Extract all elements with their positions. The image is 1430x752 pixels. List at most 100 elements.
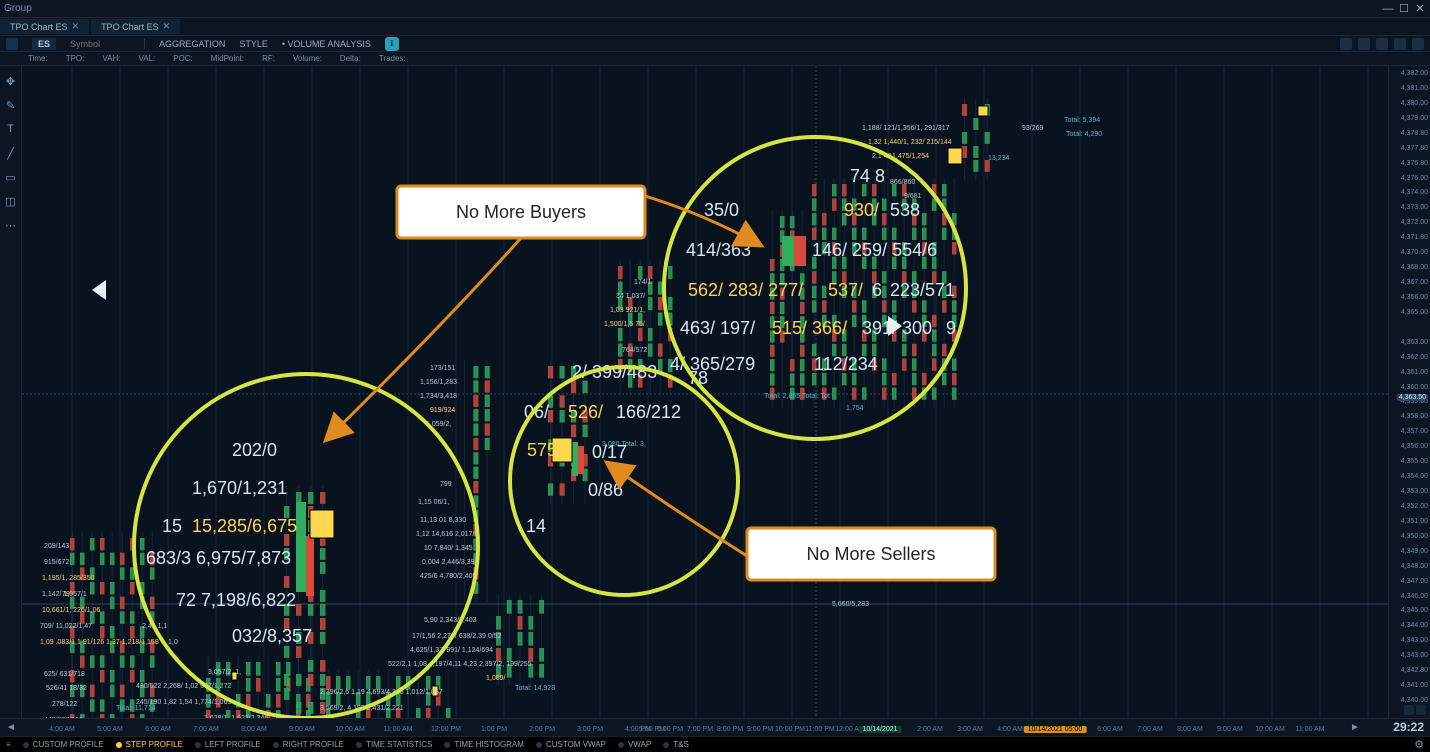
ribbon-tool-3[interactable] bbox=[1376, 38, 1388, 50]
time-tick: 10:00 PM bbox=[775, 726, 805, 733]
time-tick: 2:00 PM bbox=[529, 726, 555, 733]
nav-zoom-in[interactable] bbox=[1416, 705, 1426, 715]
time-tick: 8:00 AM bbox=[1177, 726, 1203, 733]
nav-zoom-out[interactable] bbox=[1404, 705, 1414, 715]
ribbon-volume-analysis[interactable]: • VOLUME ANALYSIS bbox=[282, 39, 371, 49]
time-axis[interactable]: ◄ 4:00 AM5:00 AM6:00 AM7:00 AM8:00 AM9:0… bbox=[0, 718, 1430, 736]
close-icon[interactable]: ✕ bbox=[163, 21, 171, 32]
ribbon-style[interactable]: STYLE bbox=[239, 39, 268, 49]
window-close[interactable]: ✕ bbox=[1414, 3, 1426, 15]
svg-text:1,32 1,440/1, 232/ 215/144: 1,32 1,440/1, 232/ 215/144 bbox=[868, 139, 952, 146]
tab-label: TPO Chart ES bbox=[101, 22, 159, 32]
window-maximize[interactable]: ☐ bbox=[1398, 3, 1410, 15]
svg-text:526/41 18/32: 526/41 18/32 bbox=[46, 685, 87, 692]
svg-text:538: 538 bbox=[890, 200, 920, 220]
info-icon[interactable]: i bbox=[385, 37, 399, 51]
time-tick: 11:00 AM bbox=[383, 726, 412, 733]
svg-text:3,057/2, 1,: 3,057/2, 1, bbox=[208, 669, 241, 676]
svg-text:709/ 11,022/1,47: 709/ 11,022/1,47 bbox=[40, 623, 92, 630]
svg-text:245/190 1,82 1,54 1,774/1,06: 245/190 1,82 1,54 1,774/1,063 bbox=[136, 699, 231, 706]
ribbon-tool-4[interactable] bbox=[1394, 38, 1406, 50]
footer-left-profile[interactable]: LEFT PROFILE bbox=[195, 740, 261, 749]
svg-text:799: 799 bbox=[440, 481, 452, 488]
price-tick: 4,381.00 bbox=[1401, 85, 1428, 92]
time-tick: 1:00 PM bbox=[481, 726, 507, 733]
tool-crosshair-icon[interactable]: ✥ bbox=[4, 74, 18, 88]
svg-text:1,09 .083/1,1 91/126 1,37 1,2: 1,09 .083/1,1 91/126 1,37 1,218/1,158 bbox=[40, 639, 159, 646]
gear-icon[interactable]: ⚙ bbox=[1414, 738, 1424, 751]
svg-text:No More Buyers: No More Buyers bbox=[456, 202, 586, 222]
price-tick: 4,372.00 bbox=[1401, 219, 1428, 226]
svg-text:17/1,56 2,278/ 638/2,39 0/52: 17/1,56 2,278/ 638/2,39 0/52 bbox=[412, 633, 502, 640]
svg-text:Total: 11,714: Total: 11,714 bbox=[116, 705, 156, 712]
tab-tpo-chart-1[interactable]: TPO Chart ES ✕ bbox=[0, 19, 89, 34]
svg-text:14: 14 bbox=[526, 516, 546, 536]
price-tick: 4,346.00 bbox=[1401, 593, 1428, 600]
footer-custom-vwap[interactable]: CUSTOM VWAP bbox=[536, 740, 606, 749]
tool-shape-icon[interactable]: ◫ bbox=[4, 194, 18, 208]
footer-vwap[interactable]: VWAP bbox=[618, 740, 651, 749]
time-tick: 6:00 AM bbox=[145, 726, 171, 733]
tool-line-icon[interactable]: ╱ bbox=[4, 146, 18, 160]
footer-custom-profile[interactable]: CUSTOM PROFILE bbox=[23, 740, 104, 749]
ribbon-tool-1[interactable] bbox=[1340, 38, 1352, 50]
date-label[interactable]: 10/14/2021 bbox=[858, 726, 901, 733]
ribbon-aggregation[interactable]: AGGREGATION bbox=[159, 39, 225, 49]
svg-text:915/672: 915/672 bbox=[44, 559, 69, 566]
selected-time-label[interactable]: 10/14/2021 05:00 bbox=[1024, 726, 1087, 733]
price-axis[interactable]: 4,382.004,381.004,380.004,379.004,378.80… bbox=[1388, 66, 1430, 718]
chart-svg: 209/143915/6721,195/1, 285/3501,142/ 1,9… bbox=[22, 66, 1388, 718]
ribbon-tool-2[interactable] bbox=[1358, 38, 1370, 50]
tool-text-icon[interactable]: T bbox=[4, 122, 18, 136]
footer-menu-icon[interactable]: ≡ bbox=[6, 740, 11, 749]
svg-text:1,156/1,283: 1,156/1,283 bbox=[420, 379, 457, 386]
close-icon[interactable]: ✕ bbox=[72, 21, 80, 32]
price-tick: 4,357.00 bbox=[1401, 428, 1428, 435]
subrib-val: VAL: bbox=[138, 54, 155, 63]
ribbon-tool-5[interactable] bbox=[1412, 38, 1424, 50]
chart-area[interactable]: 209/143915/6721,195/1, 285/3501,142/ 1,9… bbox=[22, 66, 1388, 718]
footer-t-s[interactable]: T&S bbox=[663, 740, 689, 749]
time-tick: 3:00 PM bbox=[577, 726, 603, 733]
svg-text:032/8,357: 032/8,357 bbox=[232, 626, 312, 646]
tool-rect-icon[interactable]: ▭ bbox=[4, 170, 18, 184]
nav-right-icon[interactable]: ► bbox=[1350, 722, 1360, 733]
price-tick: 4,382.00 bbox=[1401, 70, 1428, 77]
tab-tpo-chart-2[interactable]: TPO Chart ES ✕ bbox=[91, 19, 180, 34]
price-tick: 4,343.00 bbox=[1401, 652, 1428, 659]
tool-pencil-icon[interactable]: ✎ bbox=[4, 98, 18, 112]
svg-text:1,12 14,616 2,017/9: 1,12 14,616 2,017/9 bbox=[416, 531, 478, 538]
nav-left-icon[interactable]: ◄ bbox=[6, 722, 16, 733]
svg-text:74 8: 74 8 bbox=[850, 166, 885, 186]
svg-text:537/: 537/ bbox=[828, 280, 863, 300]
price-tick: 4,340.00 bbox=[1401, 697, 1428, 704]
footer-step-profile[interactable]: STEP PROFILE bbox=[116, 740, 183, 749]
subrib-poc: POC: bbox=[173, 54, 193, 63]
price-tick: 4,365.00 bbox=[1401, 309, 1428, 316]
window-minimize[interactable]: — bbox=[1382, 3, 1394, 15]
symbol-badge[interactable]: ES bbox=[32, 38, 56, 50]
footer-label: CUSTOM PROFILE bbox=[33, 740, 104, 749]
time-tick: 10:00 AM bbox=[335, 726, 365, 733]
svg-text:93/269: 93/269 bbox=[1022, 125, 1044, 132]
footer-right-profile[interactable]: RIGHT PROFILE bbox=[273, 740, 344, 749]
price-tick: 4,373.00 bbox=[1401, 204, 1428, 211]
time-tick: 11:00 AM bbox=[1295, 726, 1324, 733]
price-tick: 4,347.00 bbox=[1401, 578, 1428, 585]
subrib-volume: Volume: bbox=[293, 54, 322, 63]
price-tick: 4,378.80 bbox=[1401, 130, 1428, 137]
price-tick: 4,370.00 bbox=[1401, 249, 1428, 256]
svg-text:209/143: 209/143 bbox=[44, 543, 69, 550]
tool-more-icon[interactable]: ⋯ bbox=[4, 218, 18, 232]
footer-time-histogram[interactable]: TIME HISTOGRAM bbox=[444, 740, 524, 749]
svg-text:1,754: 1,754 bbox=[846, 405, 864, 412]
tab-strip: TPO Chart ES ✕ TPO Chart ES ✕ bbox=[0, 18, 1430, 36]
footer-time-statistics[interactable]: TIME STATISTICS bbox=[356, 740, 432, 749]
symbol-input[interactable] bbox=[70, 39, 130, 49]
svg-text:683/3 6,975/7,873: 683/3 6,975/7,873 bbox=[146, 548, 291, 568]
svg-text:Total: 14,928: Total: 14,928 bbox=[515, 685, 555, 692]
price-tick: 4,358.00 bbox=[1401, 413, 1428, 420]
svg-text:112/234: 112/234 bbox=[814, 354, 878, 374]
svg-text:425/6 4,780/2,405: 425/6 4,780/2,405 bbox=[420, 573, 477, 580]
price-tick: 4,376.80 bbox=[1401, 160, 1428, 167]
